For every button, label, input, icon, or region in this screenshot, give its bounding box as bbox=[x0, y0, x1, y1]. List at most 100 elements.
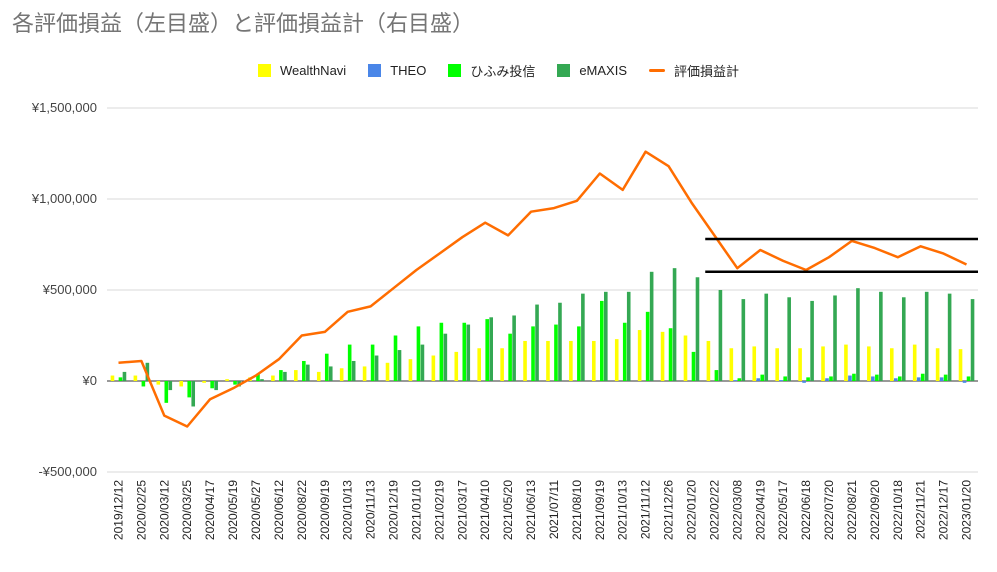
bar-ひふみ投信 bbox=[347, 344, 352, 381]
bar-wealthnavi bbox=[935, 348, 940, 381]
bar-emaxis bbox=[718, 290, 723, 381]
bar-wealthnavi bbox=[271, 375, 275, 381]
legend-label-wealthnavi: WealthNavi bbox=[279, 62, 347, 78]
bar-ひふみ投信 bbox=[279, 370, 283, 381]
x-tick-label: 2021/02/19 bbox=[432, 480, 446, 540]
bar-ひふみ投信 bbox=[416, 326, 421, 381]
x-tick-label: 2021/07/11 bbox=[547, 480, 561, 539]
bar-emaxis bbox=[649, 271, 654, 381]
bar-theo bbox=[825, 378, 829, 381]
bar-emaxis bbox=[581, 293, 585, 381]
bar-emaxis bbox=[833, 295, 837, 381]
bar-ひふみ投信 bbox=[760, 374, 765, 381]
bar-wealthnavi bbox=[912, 344, 917, 381]
bar-emaxis bbox=[901, 297, 906, 381]
bar-emaxis bbox=[191, 381, 196, 407]
bar-wealthnavi bbox=[546, 340, 550, 381]
x-tick-label: 2020/12/19 bbox=[387, 480, 401, 540]
bar-wealthnavi bbox=[637, 330, 642, 381]
bar-emaxis bbox=[512, 315, 516, 381]
legend-swatch-total bbox=[649, 68, 666, 72]
bar-ひふみ投信 bbox=[164, 381, 169, 403]
bar-ひふみ投信 bbox=[852, 373, 856, 381]
x-tick-label: 2022/09/20 bbox=[868, 480, 882, 540]
chart-legend: WealthNavi THEO ひふみ投信 eMAXIS 評価損益計 bbox=[0, 60, 997, 80]
bar-ひふみ投信 bbox=[714, 370, 719, 381]
bar-ひふみ投信 bbox=[622, 322, 627, 381]
bar-wealthnavi bbox=[156, 381, 161, 385]
bar-wealthnavi bbox=[867, 346, 871, 381]
bar-emaxis bbox=[741, 299, 746, 381]
bar-wealthnavi bbox=[821, 346, 825, 381]
x-tick-label: 2021/05/20 bbox=[501, 480, 515, 540]
bar-wealthnavi bbox=[798, 348, 802, 381]
bar-ひふみ投信 bbox=[324, 353, 329, 381]
bar-ひふみ投信 bbox=[783, 376, 787, 381]
bar-emaxis bbox=[168, 381, 173, 391]
bar-wealthnavi bbox=[133, 375, 138, 381]
bar-ひふみ投信 bbox=[256, 373, 260, 381]
bar-emaxis bbox=[351, 360, 356, 381]
bar-emaxis bbox=[787, 297, 791, 381]
bar-wealthnavi bbox=[477, 348, 481, 381]
bar-emaxis bbox=[695, 277, 700, 381]
bar-wealthnavi bbox=[775, 348, 779, 381]
x-tick-label: 2021/06/13 bbox=[524, 480, 538, 540]
legend-item-hifumi[interactable]: ひふみ投信 bbox=[448, 61, 535, 80]
x-tick-label: 2020/03/25 bbox=[180, 480, 194, 540]
legend-label-emaxis: eMAXIS bbox=[579, 62, 628, 78]
x-tick-label: 2020/02/25 bbox=[134, 480, 148, 540]
bar-ひふみ投信 bbox=[302, 360, 306, 381]
bar-wealthnavi bbox=[179, 381, 184, 387]
bar-emaxis bbox=[145, 362, 150, 381]
bar-ひふみ投信 bbox=[600, 300, 604, 381]
bar-wealthnavi bbox=[706, 340, 711, 381]
legend-item-wealthnavi[interactable]: WealthNavi bbox=[257, 62, 347, 78]
legend-swatch-hifumi bbox=[448, 63, 462, 77]
x-tick-label: 2019/12/12 bbox=[111, 480, 125, 540]
x-tick-label: 2020/09/19 bbox=[318, 480, 332, 540]
x-tick-label: 2022/11/21 bbox=[914, 480, 928, 539]
bar-emaxis bbox=[489, 317, 493, 381]
bar-ひふみ投信 bbox=[439, 322, 444, 381]
x-tick-label: 2020/04/17 bbox=[203, 480, 217, 540]
legend-item-total[interactable]: 評価損益計 bbox=[649, 61, 739, 80]
bar-wealthnavi bbox=[729, 348, 734, 381]
bar-emaxis bbox=[604, 291, 608, 381]
x-tick-label: 2020/03/12 bbox=[157, 480, 171, 540]
bar-wealthnavi bbox=[614, 339, 619, 381]
bar-wealthnavi bbox=[683, 335, 688, 381]
x-tick-label: 2020/06/12 bbox=[272, 480, 286, 540]
bar-emaxis bbox=[328, 366, 333, 381]
x-tick-label: 2022/04/19 bbox=[753, 480, 767, 540]
x-tick-label: 2021/08/10 bbox=[570, 480, 584, 540]
x-tick-label: 2020/08/22 bbox=[295, 480, 309, 540]
x-tick-label: 2021/10/13 bbox=[616, 480, 630, 540]
bar-wealthnavi bbox=[339, 368, 344, 381]
bar-ひふみ投信 bbox=[577, 326, 581, 381]
bar-wealthnavi bbox=[294, 370, 298, 381]
x-tick-label: 2022/12/17 bbox=[937, 480, 951, 540]
x-tick-label: 2021/09/19 bbox=[593, 480, 607, 540]
bar-emaxis bbox=[626, 291, 631, 381]
legend-item-theo[interactable]: THEO bbox=[368, 63, 426, 78]
bar-emaxis bbox=[443, 333, 448, 381]
bar-ひふみ投信 bbox=[806, 377, 810, 381]
bar-emaxis bbox=[672, 268, 677, 381]
bar-theo bbox=[916, 377, 921, 381]
bar-wealthnavi bbox=[362, 366, 367, 381]
y-tick-label: ¥500,000 bbox=[42, 282, 97, 297]
bar-ひふみ投信 bbox=[943, 374, 948, 381]
x-tick-label: 2022/08/21 bbox=[845, 480, 859, 540]
x-tick-label: 2021/11/12 bbox=[639, 480, 653, 539]
legend-item-emaxis[interactable]: eMAXIS bbox=[557, 63, 627, 78]
legend-swatch-theo bbox=[368, 63, 382, 77]
bar-ひふみ投信 bbox=[485, 319, 489, 381]
legend-label-hifumi: ひふみ投信 bbox=[470, 63, 536, 79]
bar-theo bbox=[802, 381, 806, 383]
x-tick-label: 2020/05/27 bbox=[249, 480, 263, 540]
bar-ひふみ投信 bbox=[920, 373, 925, 381]
x-tick-label: 2022/10/18 bbox=[891, 480, 905, 540]
bar-ひふみ投信 bbox=[141, 381, 146, 387]
bar-theo bbox=[893, 378, 898, 381]
